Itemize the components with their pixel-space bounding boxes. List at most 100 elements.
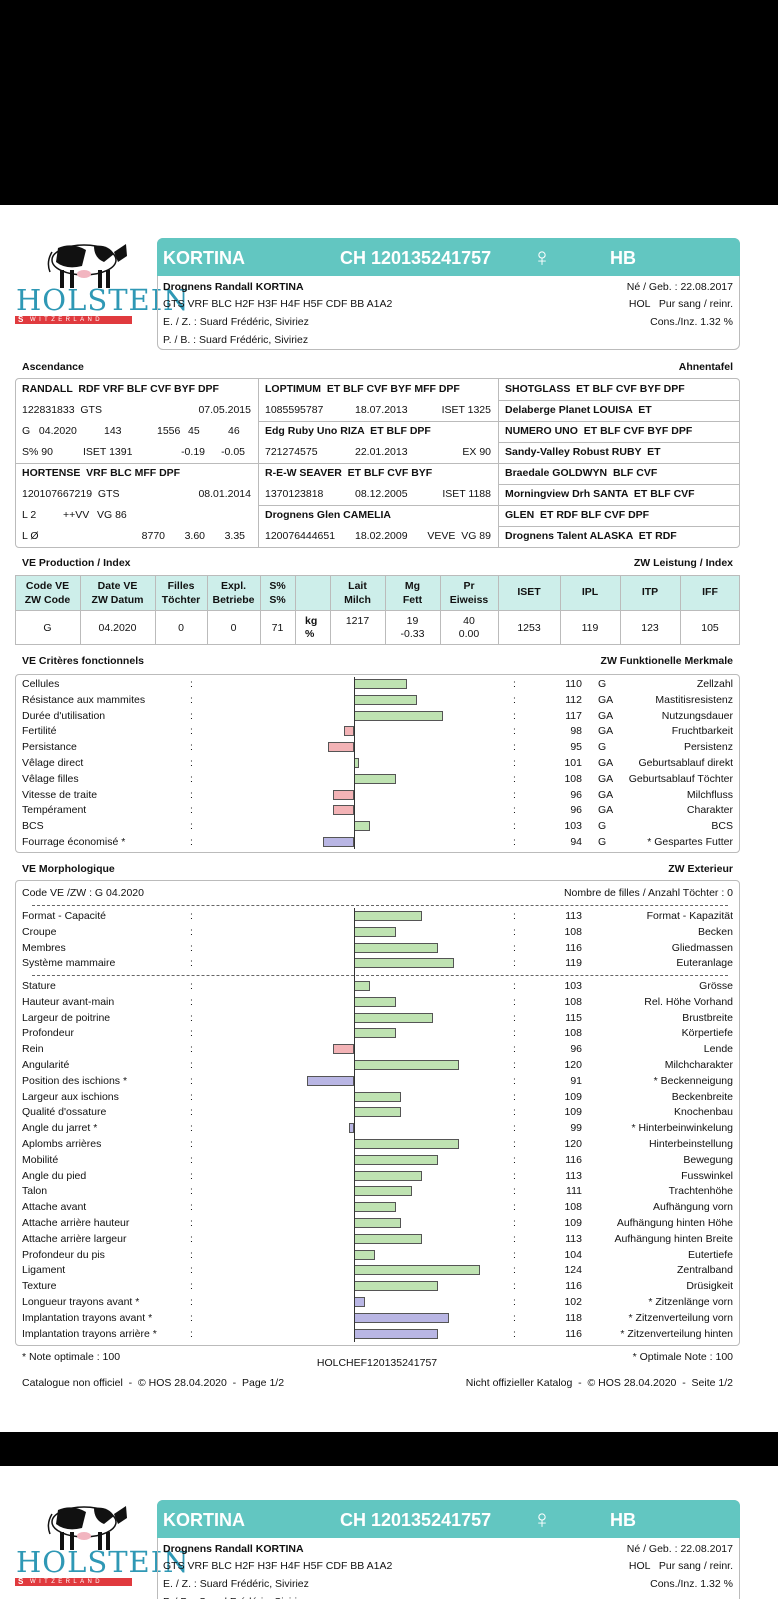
bar <box>354 694 417 705</box>
logo <box>38 232 128 294</box>
section-title: ZW Exterieur <box>668 863 733 875</box>
trait-name-de: * Hinterbeinwinkelung <box>631 1122 733 1135</box>
row-divider <box>498 441 740 443</box>
table-cell: 1217 <box>345 615 370 627</box>
table-divider <box>385 575 386 645</box>
bar <box>354 1265 480 1276</box>
table-cell: 19 <box>406 615 419 627</box>
pedigree-cell: ++VV <box>63 509 90 521</box>
table-cell: 105 <box>701 622 719 634</box>
separator: : <box>513 1138 516 1150</box>
pedigree-cell: VEVE VG 89 <box>427 530 491 542</box>
table-header-cell: Mg <box>404 580 421 592</box>
cow-udder <box>77 1532 91 1540</box>
pedigree-cell: HORTENSE VRF BLC MFF DPF <box>22 467 181 479</box>
trait-name-de: Rel. Höhe Vorhand <box>644 995 733 1008</box>
pedigree-cell: 721274575 <box>265 446 318 458</box>
table-divider <box>498 575 499 645</box>
separator: : <box>513 1059 516 1071</box>
table-divider <box>155 575 156 645</box>
trait-value: 108 <box>564 925 582 938</box>
morphology-code: Code VE /ZW : G 04.2020 <box>22 887 144 899</box>
separator: : <box>190 980 193 992</box>
trait-code: GA <box>598 788 614 801</box>
trait-name: Implantation trayons avant * <box>22 1311 153 1324</box>
trait-value: 96 <box>570 804 582 817</box>
cow-name: KORTINA <box>163 1510 245 1530</box>
row-divider <box>498 420 740 422</box>
separator: : <box>513 1296 516 1308</box>
table-cell: 71 <box>271 622 284 634</box>
bar <box>354 1218 402 1228</box>
pedigree-cell: RANDALL RDF VRF BLF CVF BYF DPF <box>22 383 219 395</box>
bar <box>354 1202 396 1213</box>
bar <box>354 1297 365 1307</box>
trait-name: Attache arrière largeur <box>22 1232 127 1245</box>
trait-code: GA <box>598 725 614 738</box>
trait-name-de: Brustbreite <box>682 1011 733 1024</box>
separator: : <box>190 804 193 817</box>
row-divider <box>258 420 498 422</box>
functional-box <box>15 674 740 853</box>
trait-name: Fertilité <box>22 725 57 738</box>
row-divider <box>498 525 740 527</box>
separator: : <box>190 910 193 922</box>
cow-leg <box>106 270 110 288</box>
bar <box>343 726 354 737</box>
cow-icon <box>47 1506 127 1550</box>
trait-code: G <box>598 820 607 833</box>
trait-name-de: Aufhängung hinten Breite <box>614 1232 733 1245</box>
separator: : <box>513 788 516 801</box>
pedigree-cell: Drognens Talent ALASKA ET RDF <box>505 530 677 542</box>
pedigree-cell: 143 <box>104 425 122 437</box>
table-divider <box>15 610 740 611</box>
separator: : <box>190 709 193 722</box>
separator: : <box>513 709 516 722</box>
logo <box>38 1494 128 1556</box>
cow-id: CH 120135241757 <box>340 1510 492 1530</box>
trait-name-de: Milchcharakter <box>664 1059 733 1071</box>
trait-name-de: Zellzahl <box>696 678 733 690</box>
trait-value: 117 <box>565 709 582 722</box>
country-band <box>15 1578 132 1586</box>
trait-name: Croupe <box>22 925 57 938</box>
trait-name: Profondeur <box>22 1027 74 1040</box>
separator: : <box>513 1327 516 1340</box>
brand: HOLSTEIN <box>16 283 190 317</box>
trait-name: Format - Capacité <box>22 910 107 922</box>
morphology-box <box>15 880 740 1346</box>
cow-head <box>114 244 127 262</box>
separator: : <box>513 757 516 769</box>
pedigree-cell: 1085595787 <box>265 404 324 416</box>
table-cell: 0 <box>178 622 184 634</box>
owner: P. / B. : Suard Frédéric, Siviriez <box>163 334 309 346</box>
pedigree-cell: 46 <box>228 425 240 437</box>
bar <box>354 1312 449 1323</box>
trait-name: Attache arrière hauteur <box>22 1217 130 1229</box>
trait-name: Mobilité <box>22 1153 59 1166</box>
country: WITZERLAND <box>30 1579 103 1585</box>
cow-leg <box>60 1532 64 1550</box>
pedigree-cell: 22.01.2013 <box>355 446 408 458</box>
separator: : <box>190 1217 193 1229</box>
cow-patch <box>94 1507 114 1524</box>
table-cell: 04.2020 <box>98 622 137 634</box>
trait-name: Longueur trayons avant * <box>22 1296 140 1308</box>
trait-name: Qualité d'ossature <box>22 1106 107 1119</box>
codes: GTS VRF BLC H2F H3F H4F H5F CDF BB A1A2 <box>163 1560 393 1572</box>
trait-name: Durée d'utilisation <box>22 709 106 722</box>
trait-name: Attache avant <box>22 1201 87 1214</box>
pedigree-cell: Edg Ruby Uno RIZA ET BLF DPF <box>265 425 431 437</box>
pedigree-cell: 8770 <box>141 530 165 542</box>
trait-name: Cellules <box>22 678 60 690</box>
separator: : <box>513 1122 516 1135</box>
bar <box>354 1060 459 1070</box>
separator: : <box>190 741 193 754</box>
separator: : <box>190 995 193 1008</box>
cow-patch <box>56 245 86 268</box>
trait-name-de: Becken <box>697 925 733 938</box>
separator: : <box>190 957 193 970</box>
trait-name-de: Euteranlage <box>676 957 733 970</box>
bar <box>354 773 396 784</box>
document-code: HOLCHEF120135241757 <box>316 1357 438 1369</box>
